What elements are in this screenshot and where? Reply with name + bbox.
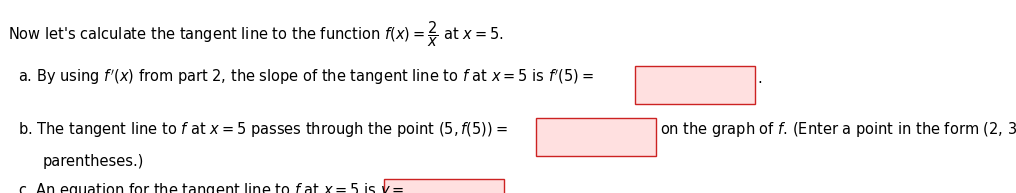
Text: on the graph of $f$. (Enter a point in the form (2, 3) including the: on the graph of $f$. (Enter a point in t… bbox=[660, 120, 1016, 139]
Text: c. An equation for the tangent line to $f$ at $x = 5$ is $y =$: c. An equation for the tangent line to $… bbox=[18, 181, 404, 193]
Text: .: . bbox=[506, 185, 511, 193]
Text: a. By using $f'(x)$ from part 2, the slope of the tangent line to $f$ at $x = 5$: a. By using $f'(x)$ from part 2, the slo… bbox=[18, 68, 594, 87]
FancyBboxPatch shape bbox=[384, 179, 504, 193]
Text: .: . bbox=[757, 71, 762, 86]
Text: parentheses.): parentheses.) bbox=[43, 154, 144, 169]
FancyBboxPatch shape bbox=[635, 66, 755, 104]
Text: b. The tangent line to $f$ at $x = 5$ passes through the point $(5, f(5)) =$: b. The tangent line to $f$ at $x = 5$ pa… bbox=[18, 120, 508, 139]
Text: Now let's calculate the tangent line to the function $f(x) = \dfrac{2}{x}$ at $x: Now let's calculate the tangent line to … bbox=[8, 19, 504, 49]
FancyBboxPatch shape bbox=[536, 118, 656, 156]
